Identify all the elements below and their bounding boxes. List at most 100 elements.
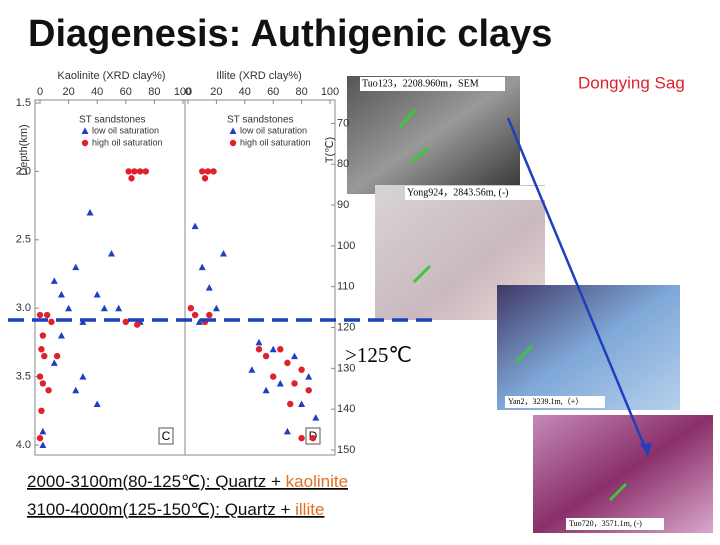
data-point — [210, 168, 217, 175]
data-point — [128, 175, 135, 182]
data-point — [298, 366, 305, 373]
x-tick-label: 100 — [174, 86, 192, 98]
data-point — [53, 352, 61, 360]
data-point — [191, 311, 199, 319]
data-point — [72, 386, 80, 394]
panel-label: C — [162, 429, 171, 443]
data-point — [36, 373, 44, 380]
chart-title: Kaolinite (XRD clay%) — [57, 70, 165, 82]
y2-tick-label: 150 — [337, 444, 355, 456]
data-point — [248, 366, 256, 373]
data-point — [255, 346, 263, 353]
data-point — [305, 373, 313, 380]
data-point — [108, 249, 115, 257]
y2-tick-label: 110 — [337, 281, 355, 293]
data-point — [125, 168, 132, 175]
x-tick-label: 100 — [321, 86, 339, 98]
data-point — [212, 304, 220, 312]
data-point — [131, 168, 138, 175]
photo-thin-section — [497, 285, 680, 410]
x-tick-label: 20 — [210, 86, 222, 98]
y2-tick-label: 140 — [337, 403, 355, 415]
data-point — [262, 352, 270, 360]
photo-sem — [347, 76, 520, 194]
x-tick-label: 40 — [239, 86, 251, 98]
photo-caption: Tuo123，2208.960m，SEM — [362, 78, 479, 89]
photo-caption: Tuo720，3571.1m, (-) — [569, 519, 642, 528]
data-point — [38, 346, 45, 353]
legend-marker — [81, 139, 89, 147]
data-point — [298, 400, 306, 407]
y-tick-label: 2.5 — [16, 234, 31, 246]
data-point — [298, 434, 305, 442]
y2-tick-label: 90 — [337, 199, 349, 211]
data-point — [43, 311, 51, 319]
data-point — [205, 284, 213, 291]
data-point — [86, 208, 94, 216]
data-point — [269, 345, 277, 353]
data-point — [65, 304, 73, 312]
legend-title: ST sandstones — [227, 115, 294, 126]
data-point — [277, 346, 284, 353]
data-point — [93, 400, 101, 407]
data-point — [57, 332, 65, 339]
data-point — [50, 359, 58, 366]
x-tick-label: 20 — [62, 86, 74, 98]
data-point — [187, 305, 195, 312]
green-arrows — [398, 109, 628, 502]
x-tick-label: 80 — [295, 86, 307, 98]
x-tick-label: 60 — [267, 86, 279, 98]
arrow-head — [640, 443, 652, 455]
data-point — [284, 359, 291, 367]
data-point — [115, 304, 123, 312]
y-tick-label: 1.5 — [16, 97, 31, 109]
connector — [506, 117, 650, 456]
summary-line: 3100-4000m(125-150℃): Quartz + illite — [27, 500, 324, 519]
data-point — [45, 387, 52, 394]
summary-text: 3100-4000m(125-150℃): Quartz + — [27, 500, 295, 519]
panel-label-box — [158, 427, 174, 445]
caption-box — [405, 186, 545, 200]
data-point — [204, 168, 212, 175]
legend-marker — [229, 139, 237, 147]
x-tick-label: 0 — [37, 86, 43, 98]
data-point — [270, 373, 277, 380]
x-tick-label: 40 — [91, 86, 103, 98]
caption-box — [566, 518, 664, 530]
data-point — [38, 407, 45, 414]
y-axis-label: Depth(km) — [18, 124, 30, 175]
data-point — [309, 434, 317, 442]
plot-frame — [34, 99, 186, 456]
y-tick-label: 2.0 — [16, 165, 31, 177]
photo-thin-section — [533, 415, 713, 533]
data-point — [195, 318, 203, 325]
data-point — [136, 168, 144, 175]
data-point — [36, 311, 44, 319]
data-point — [48, 318, 55, 326]
data-point — [220, 249, 227, 257]
y-tick-label: 3.0 — [16, 302, 31, 314]
y2-tick-label: 100 — [337, 240, 355, 252]
data-point — [41, 352, 48, 360]
charts: Kaolinite (XRD clay%) 0 20 40 60 80 100 1.5 2.0 2… — [16, 70, 356, 456]
data-point — [79, 373, 87, 380]
data-point — [262, 386, 270, 394]
x-tick-label: 80 — [148, 86, 160, 98]
data-point — [100, 304, 108, 312]
data-point — [291, 352, 298, 360]
data-point — [276, 379, 284, 387]
data-point — [39, 380, 47, 387]
legend-label: high oil saturation — [240, 137, 311, 147]
data-point — [283, 427, 291, 435]
legend-label: low oil saturation — [240, 125, 307, 135]
data-point — [255, 338, 263, 346]
y2-tick-label: 70 — [337, 117, 349, 129]
data-point — [39, 332, 47, 339]
y-tick-label: 4.0 — [16, 439, 31, 451]
data-point — [305, 387, 312, 394]
y2-tick-label: 80 — [337, 158, 349, 170]
data-point — [93, 291, 101, 298]
legend-title: ST sandstones — [79, 115, 146, 126]
